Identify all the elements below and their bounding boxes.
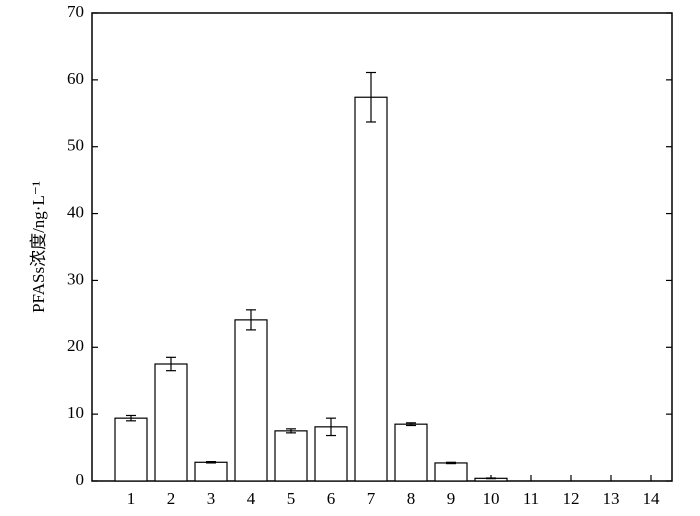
x-tick-label: 9	[447, 489, 456, 508]
bar	[354, 96, 388, 482]
x-tick-label: 4	[247, 489, 256, 508]
x-tick-label: 3	[207, 489, 216, 508]
x-tick-label: 6	[327, 489, 336, 508]
y-tick-label: 10	[67, 403, 84, 422]
bar	[154, 363, 188, 482]
x-tick-label: 13	[603, 489, 620, 508]
x-tick-label: 5	[287, 489, 296, 508]
x-tick-label: 7	[367, 489, 376, 508]
bar	[434, 462, 468, 482]
y-tick-label: 40	[67, 202, 84, 221]
x-tick-label: 1	[127, 489, 136, 508]
x-tick-label: 12	[563, 489, 580, 508]
x-tick-label: 2	[167, 489, 176, 508]
y-tick-label: 70	[67, 2, 84, 21]
bar	[114, 417, 148, 482]
x-tick-label: 11	[523, 489, 539, 508]
y-axis-label: PFASs浓度/ng·L⁻¹	[29, 181, 48, 313]
bar	[274, 430, 308, 482]
y-tick-label: 60	[67, 69, 84, 88]
bar	[194, 461, 228, 482]
y-tick-label: 0	[76, 470, 85, 489]
y-tick-label: 50	[67, 136, 84, 155]
x-tick-label: 10	[483, 489, 500, 508]
y-tick-label: 20	[67, 336, 84, 355]
x-tick-label: 14	[643, 489, 661, 508]
y-tick-label: 30	[67, 269, 84, 288]
bar	[394, 423, 428, 482]
bar	[234, 319, 268, 482]
x-tick-label: 8	[407, 489, 416, 508]
